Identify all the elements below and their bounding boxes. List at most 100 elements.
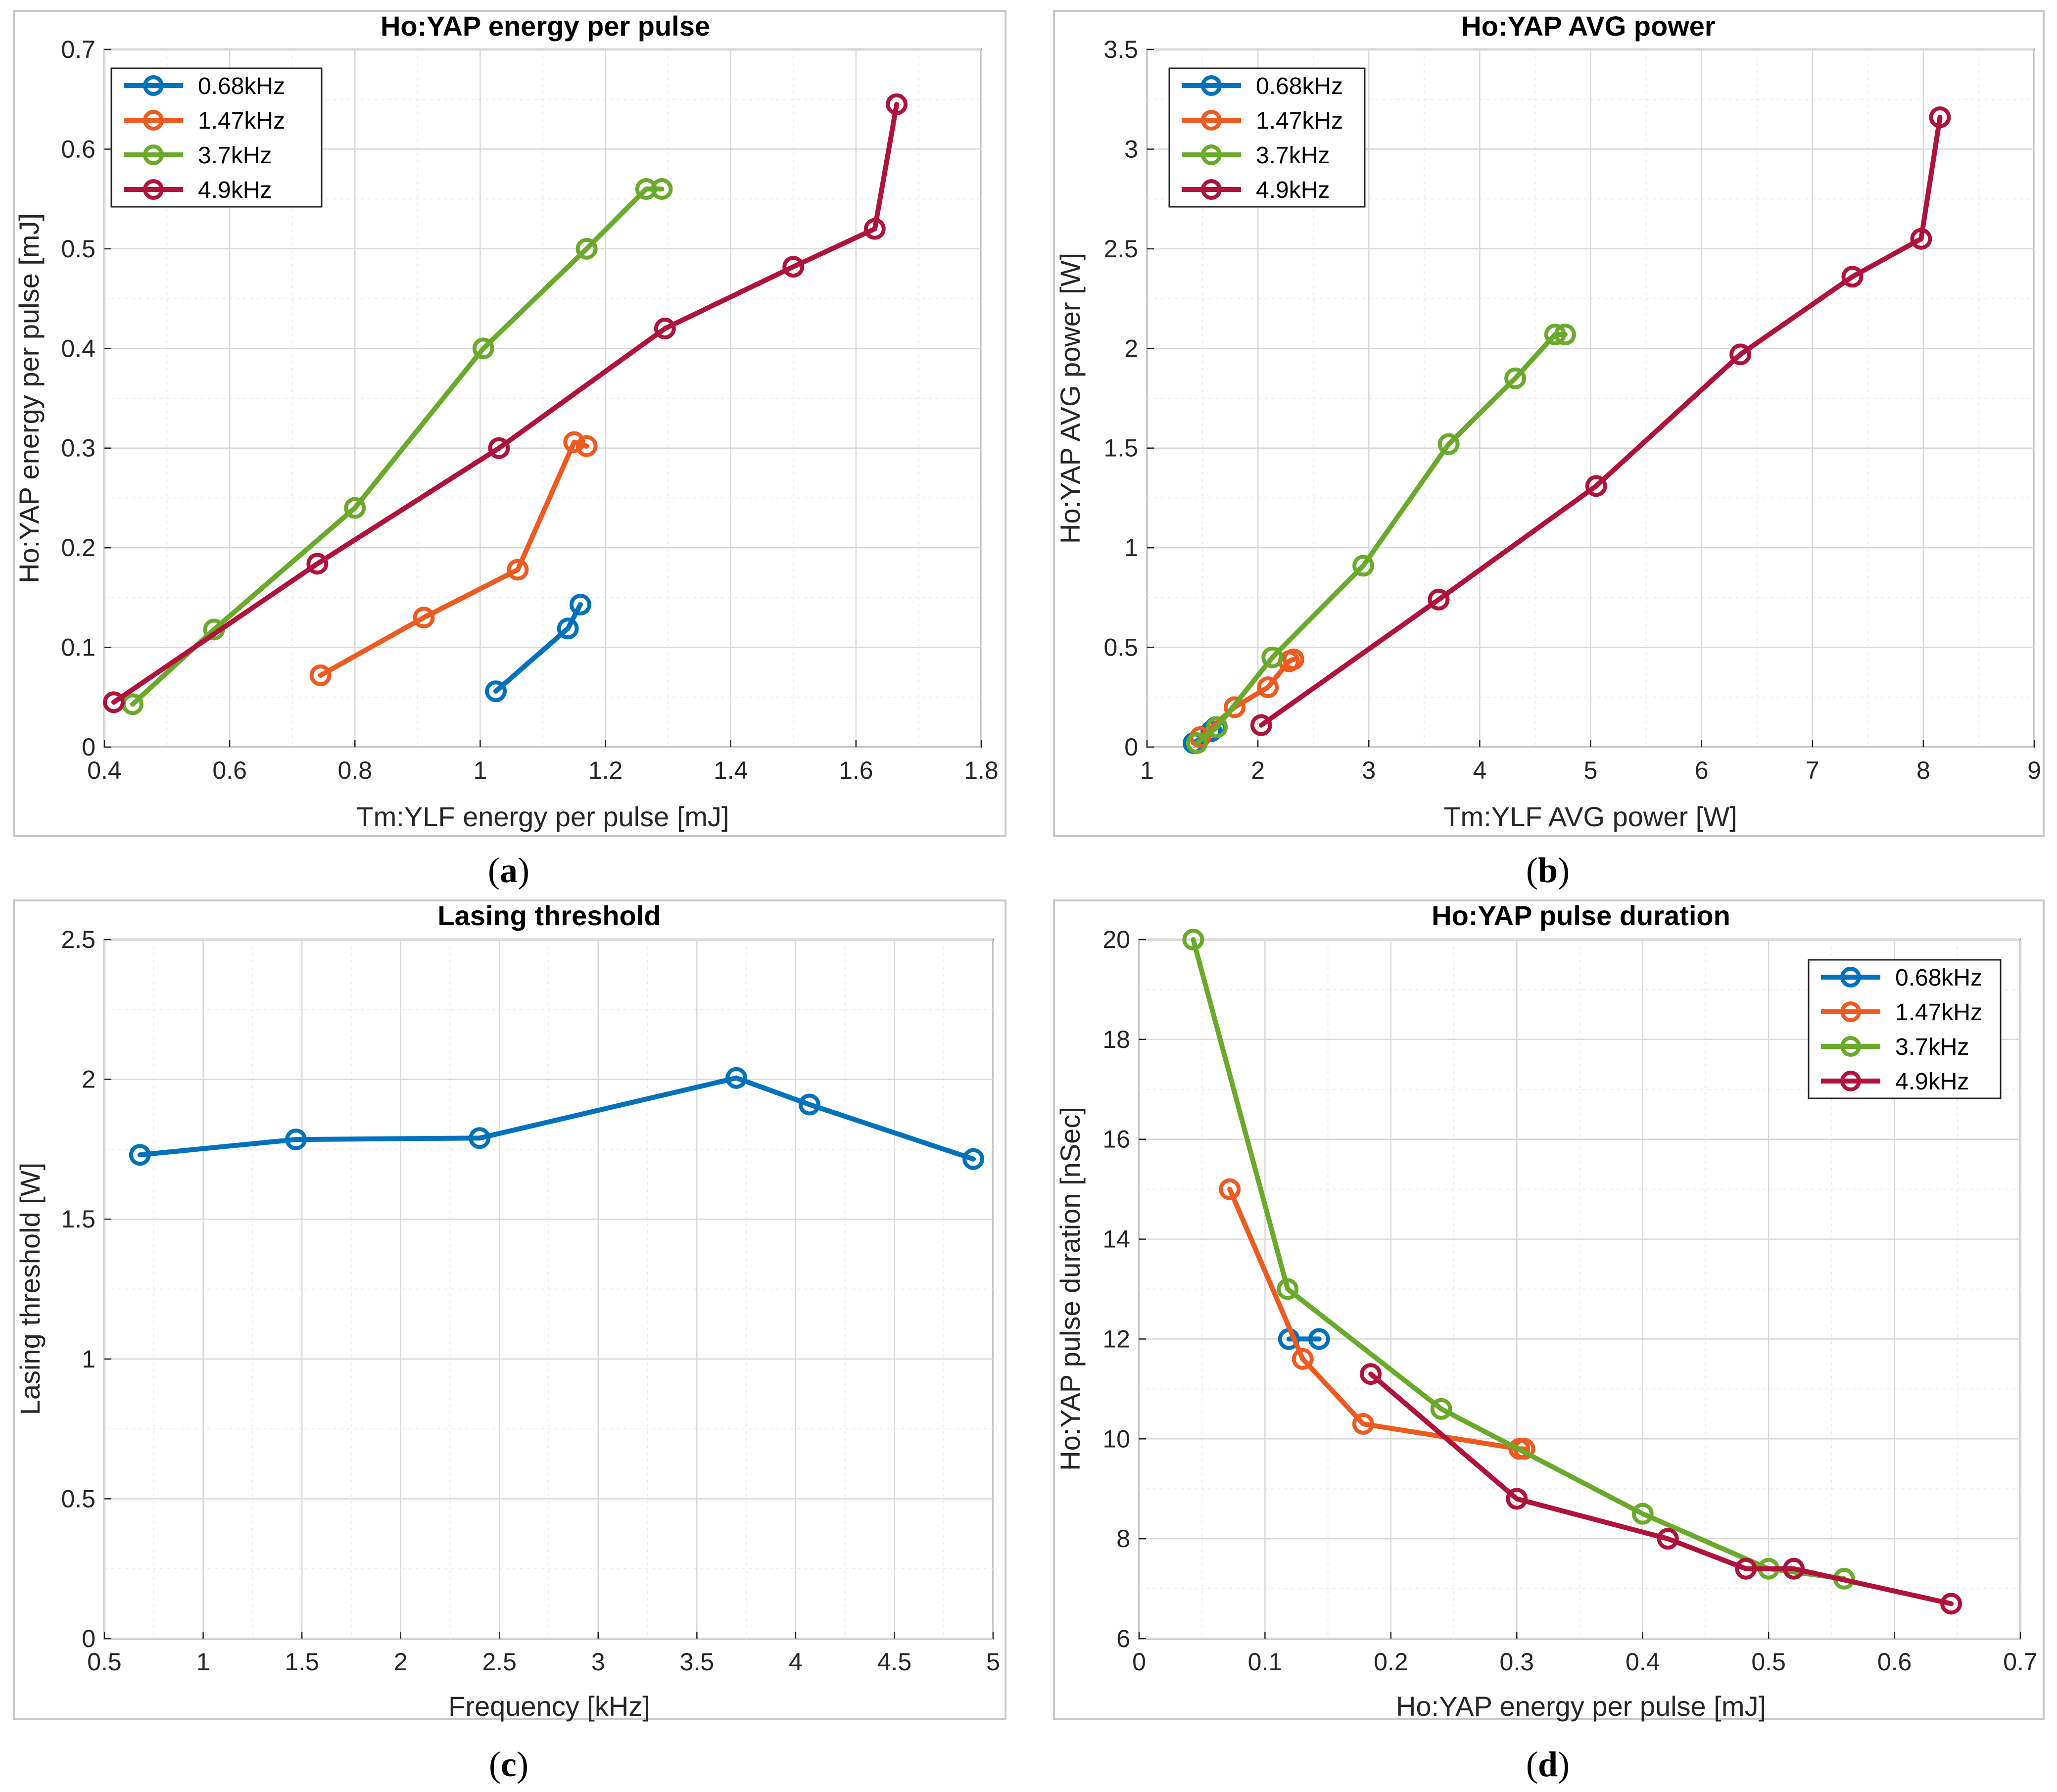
data-point-d-4-9khz [1783,1557,1805,1580]
data-point-b-4-9khz [1250,714,1272,736]
data-point-b-1-47khz [1257,676,1279,699]
legend-label-b-3-7khz: 3.7kHz [1256,142,1330,169]
data-point-c-lasing-threshold [469,1127,491,1149]
x-tick-label-c: 5 [986,1648,1000,1676]
y-tick-label-b: 2.5 [1103,235,1138,263]
ticks-d: 0 0.1 0.2 0.3 0.4 0.5 0.6 0.7 6 8 10 12 14 16 18 20 [1102,926,2037,1676]
y-tick-label-d: 10 [1102,1425,1130,1453]
data-point-c-lasing-threshold [962,1148,985,1170]
x-tick-label-d: 0 [1132,1648,1146,1676]
y-tick-label-a: 0.6 [61,135,96,163]
data-point-b-3-7khz [1437,433,1460,455]
data-point-a-4-9khz [863,218,886,240]
data-point-d-1-47khz [1292,1348,1314,1370]
ticks-b: 1 2 3 4 5 6 7 8 9 0 0.5 1 1.5 2 2.5 3 3.5 [1103,36,2041,784]
data-point-d-3-7khz [1277,1278,1299,1300]
y-axis-label-c: Lasing threshold [W] [14,1163,46,1415]
x-axis-label-b: Tm:YLF AVG power [W] [1443,801,1737,832]
legend-swatch-marker-b-3-7khz [1201,144,1222,165]
y-tick-label-b: 1 [1124,534,1138,562]
y-tick-label-c: 1 [82,1345,96,1373]
legend-label-b-4-9khz: 4.9kHz [1256,177,1330,203]
data-point-a-0-68khz [569,593,591,615]
data-point-d-3-7khz [1631,1503,1654,1525]
y-tick-label-a: 0.7 [61,36,96,63]
data-point-d-3-7khz [1430,1398,1452,1420]
series-line-d-4-9khz [1368,1371,1954,1606]
y-tick-label-a: 0 [82,733,96,761]
data-point-a-4-9khz [102,691,125,713]
data-point-b-3-7khz [1544,324,1566,346]
data-point-a-3-7khz [635,178,657,200]
y-tick-label-d: 12 [1102,1325,1130,1353]
x-tick-label-d: 0.7 [2003,1648,2038,1676]
legend-label-b-0-68khz: 0.68kHz [1256,73,1343,99]
legend-b: 0.68kHz 1.47kHz 3.7kHz 4.9kHz [1168,67,1366,208]
x-tick-label-a: 1.6 [839,756,873,784]
legend-label-d-1-47khz: 1.47kHz [1895,999,1982,1026]
panel-c: Lasing threshold 0.5 1 1.5 2 2.5 3 3.5 4 4.5 500.… [13,899,1006,1722]
data-point-b-4-9khz [1729,343,1752,366]
data-point-b-4-9khz [1428,588,1450,611]
x-tick-label-c: 4.5 [877,1648,912,1676]
x-tick-label-b: 3 [1362,756,1376,784]
x-tick-label-c: 3.5 [680,1648,715,1676]
data-point-a-3-7khz [651,178,673,200]
series-line-b-4-9khz [1258,114,1943,728]
data-point-b-4-9khz [1585,475,1607,497]
x-tick-label-d: 0.6 [1877,1648,1912,1676]
panel-caption-c: (c) [489,1745,528,1784]
data-point-d-1-47khz [1352,1413,1374,1435]
data-point-b-3-7khz [1554,324,1576,346]
y-tick-label-b: 2 [1124,334,1138,362]
x-tick-label-a: 0.6 [212,756,247,784]
data-point-d-4-9khz [1940,1593,1962,1615]
legend-swatch-marker-a-0-68khz [143,75,164,96]
panel-a: Ho:YAP energy per pulse 0.4 0.6 0.8 1 1.2 1.4… [13,10,1006,837]
x-tick-label-b: 6 [1695,756,1709,784]
panel-caption-b: (b) [1526,850,1570,890]
y-tick-label-a: 0.4 [61,334,96,362]
data-point-b-3-7khz [1186,732,1208,754]
x-tick-label-b: 4 [1473,756,1486,784]
x-tick-label-a: 1 [474,756,487,784]
data-point-a-1-47khz [413,607,435,629]
x-tick-label-d: 0.4 [1626,1648,1660,1676]
y-axis-label-d: Ho:YAP pulse duration [nSec] [1054,1107,1086,1471]
x-tick-label-a: 0.8 [338,756,373,784]
data-point-b-3-7khz [1206,716,1228,738]
legend-label-d-0-68khz: 0.68kHz [1895,965,1982,991]
y-tick-label-a: 0.1 [61,634,96,661]
chart-title-c: Lasing threshold [437,900,661,931]
y-tick-label-c: 1.5 [61,1205,96,1233]
y-tick-label-c: 2 [82,1066,96,1093]
plot-area-b: 1 2 3 4 5 6 7 8 9 0 0.5 1 1.5 2 2.5 3 3.5 0.68kHz 1.47kHz… [1103,36,2041,784]
data-point-a-4-9khz [306,553,329,575]
y-tick-label-b: 3 [1124,135,1138,163]
legend-swatch-marker-d-3-7khz [1840,1036,1861,1057]
grid-c [103,939,994,1640]
data-point-b-1-47khz [1224,696,1246,718]
panel-d: Ho:YAP pulse duration 0 0.1 0.2 0.3 0.4 0.5 0.… [1053,899,2045,1722]
legend-swatch-marker-a-3-7khz [143,144,164,165]
y-tick-label-b: 0.5 [1103,634,1138,661]
y-tick-label-d: 8 [1116,1525,1130,1553]
x-tick-label-d: 0.1 [1248,1648,1283,1676]
data-point-d-4-9khz [1657,1528,1679,1550]
y-tick-label-a: 0.2 [61,534,96,562]
data-point-d-3-7khz [1182,929,1204,950]
data-point-a-3-7khz [344,497,366,519]
x-tick-label-b: 8 [1916,756,1930,784]
data-point-a-4-9khz [886,93,908,115]
legend-box-d [1808,959,2002,1099]
legend-d: 0.68kHz 1.47kHz 3.7kHz 4.9kHz [1808,959,2002,1099]
legend-label-d-3-7khz: 3.7kHz [1895,1034,1969,1060]
data-point-b-1-47khz [1282,648,1304,670]
legend-swatch-marker-d-1-47khz [1840,1001,1861,1022]
data-point-b-3-7khz [1352,555,1375,577]
data-point-a-1-47khz [575,435,598,457]
x-tick-label-c: 2.5 [482,1648,517,1676]
legend-box-b [1168,67,1366,208]
data-point-a-0-68khz [485,680,507,703]
